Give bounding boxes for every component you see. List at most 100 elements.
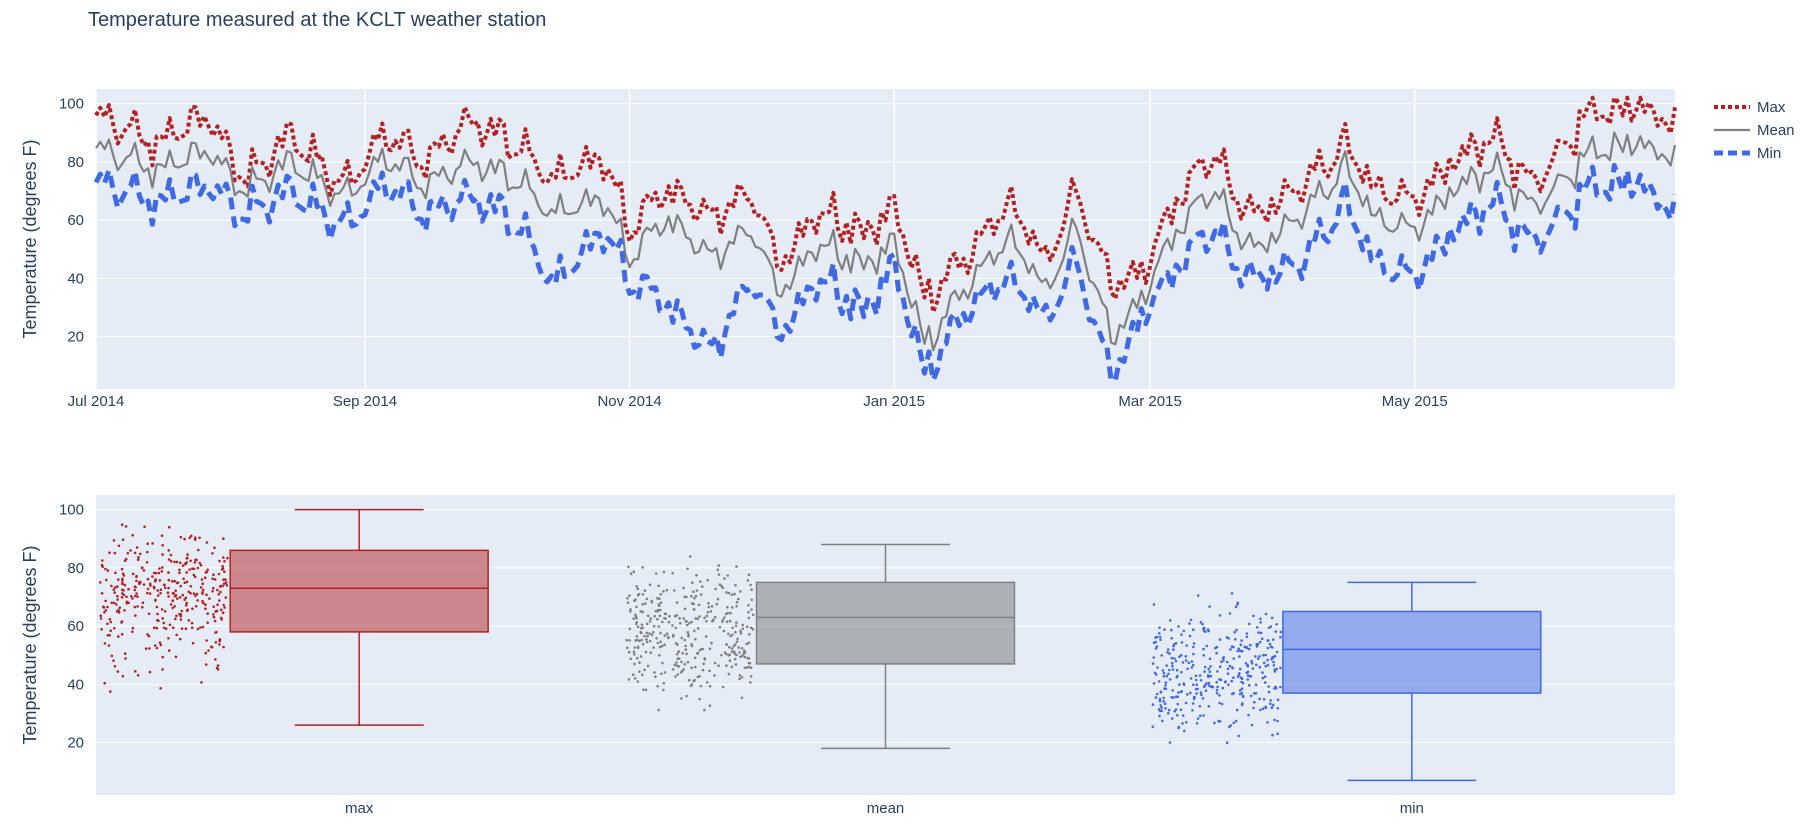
data-point-min xyxy=(1276,707,1280,710)
data-point-min xyxy=(1166,651,1169,654)
data-point-max xyxy=(161,553,164,556)
data-point-mean xyxy=(638,670,641,673)
data-point-max xyxy=(201,599,204,603)
box-min[interactable] xyxy=(1282,610,1542,694)
data-point-mean xyxy=(633,662,636,666)
data-point-max xyxy=(99,617,103,620)
data-point-min xyxy=(1271,656,1275,659)
legend-label-mean[interactable]: Mean xyxy=(1757,122,1795,139)
data-point-mean xyxy=(725,643,728,646)
y-tick-label: 80 xyxy=(67,560,84,577)
data-point-max xyxy=(169,559,173,563)
data-point-min xyxy=(1245,635,1249,639)
data-point-mean xyxy=(632,650,636,653)
series-line-mean[interactable] xyxy=(95,131,1677,352)
data-point-min xyxy=(1158,632,1161,635)
data-point-max xyxy=(106,569,110,572)
data-point-mean xyxy=(641,602,644,606)
data-point-max xyxy=(106,622,109,626)
data-point-max xyxy=(109,629,112,633)
data-point-min xyxy=(1196,594,1200,597)
data-point-min xyxy=(1152,656,1155,659)
data-point-min xyxy=(1251,667,1255,670)
data-point-mean xyxy=(629,608,632,611)
data-point-max xyxy=(144,647,148,650)
series-line-min[interactable] xyxy=(93,162,1678,383)
data-point-mean xyxy=(651,631,655,634)
data-point-max xyxy=(167,525,171,529)
data-point-max xyxy=(222,578,225,581)
data-point-mean xyxy=(735,653,738,657)
data-point-min xyxy=(1195,692,1198,695)
data-point-min xyxy=(1246,678,1249,681)
data-point-mean xyxy=(740,696,744,700)
data-point-min xyxy=(1168,741,1172,744)
data-point-min xyxy=(1252,614,1255,618)
data-point-mean xyxy=(709,610,713,613)
data-point-mean xyxy=(635,605,638,609)
data-point-min xyxy=(1182,629,1186,633)
legend-label-min[interactable]: Min xyxy=(1757,145,1781,162)
data-point-min xyxy=(1258,665,1262,669)
data-point-max xyxy=(205,541,209,544)
data-point-min xyxy=(1170,661,1174,665)
data-point-max xyxy=(203,576,207,579)
data-point-max xyxy=(199,563,203,567)
data-point-max xyxy=(115,610,119,613)
data-point-min xyxy=(1258,640,1262,644)
data-point-max xyxy=(107,644,111,647)
data-point-mean xyxy=(654,675,657,678)
data-point-min xyxy=(1171,689,1174,692)
data-point-max xyxy=(145,561,149,564)
data-point-mean xyxy=(749,681,752,684)
data-point-mean xyxy=(745,666,749,669)
data-point-mean xyxy=(689,684,693,688)
data-point-max xyxy=(174,594,178,597)
data-point-mean xyxy=(681,651,684,655)
data-point-max xyxy=(167,586,170,590)
data-point-min xyxy=(1200,693,1203,697)
data-point-mean xyxy=(695,573,698,577)
data-point-mean xyxy=(691,581,694,584)
legend[interactable]: Max Mean Min xyxy=(1714,99,1795,162)
data-point-max xyxy=(125,595,128,599)
data-point-max xyxy=(224,596,228,599)
data-point-min xyxy=(1231,692,1234,696)
data-point-mean xyxy=(676,673,680,676)
data-point-max xyxy=(133,605,137,609)
data-point-mean xyxy=(671,668,675,671)
data-point-max xyxy=(141,605,144,609)
data-point-min xyxy=(1159,704,1162,707)
data-point-min xyxy=(1161,669,1165,672)
data-point-max xyxy=(158,641,162,644)
data-point-mean xyxy=(686,567,689,571)
data-point-max xyxy=(117,635,120,638)
data-point-min xyxy=(1272,660,1275,664)
data-point-mean xyxy=(725,620,729,623)
data-point-max xyxy=(167,595,170,598)
data-point-mean xyxy=(672,633,675,637)
data-point-mean xyxy=(725,591,728,594)
data-point-min xyxy=(1228,664,1232,668)
data-point-min xyxy=(1273,718,1276,722)
data-point-max xyxy=(171,606,174,610)
data-point-min xyxy=(1202,654,1205,657)
data-point-max xyxy=(161,617,164,620)
data-point-min xyxy=(1194,687,1198,691)
data-point-min xyxy=(1173,657,1176,660)
data-point-mean xyxy=(659,601,663,604)
box-max[interactable] xyxy=(229,549,489,633)
data-point-min xyxy=(1159,638,1162,641)
legend-label-max[interactable]: Max xyxy=(1757,99,1786,116)
data-point-mean xyxy=(704,635,708,638)
data-point-mean xyxy=(733,657,737,661)
box-mean[interactable] xyxy=(755,581,1016,665)
data-point-min xyxy=(1160,706,1163,709)
data-point-max xyxy=(211,590,214,593)
data-point-min xyxy=(1218,678,1221,681)
data-point-mean xyxy=(644,602,647,605)
data-point-min xyxy=(1239,676,1243,679)
data-point-max xyxy=(146,542,149,545)
series-line-max[interactable] xyxy=(94,95,1677,315)
data-point-mean xyxy=(673,663,676,667)
